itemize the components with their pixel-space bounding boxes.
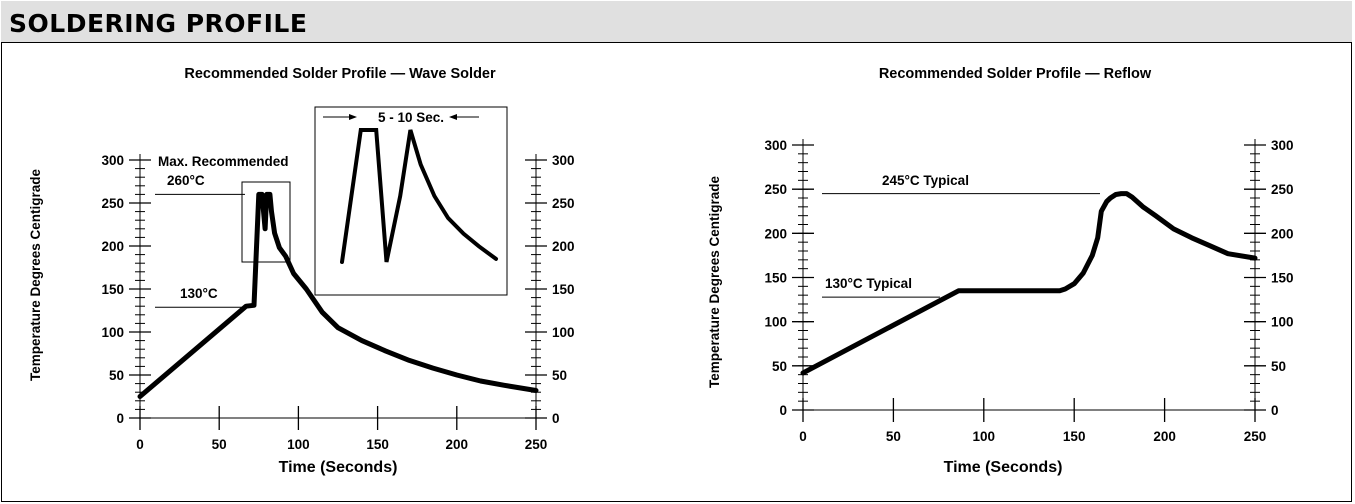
wave-x-tick-label: 50: [212, 437, 227, 452]
page-title: SOLDERING PROFILE: [9, 9, 308, 38]
reflow-130-label: 130°C Typical: [825, 276, 912, 291]
reflow-x-tick-label: 0: [799, 429, 807, 444]
reflow-x-tick-label: 200: [1153, 429, 1176, 444]
reflow-x-axis-label: Time (Seconds): [944, 459, 1063, 476]
wave-y-tick-label-right: 0: [552, 411, 560, 426]
wave-y-tick-label-left: 50: [109, 368, 124, 383]
wave-130-label: 130°C: [180, 286, 218, 301]
reflow-x-tick-label: 100: [973, 429, 996, 444]
reflow-profile-line: [800, 191, 1258, 376]
wave-y-tick-label-right: 250: [552, 196, 575, 211]
reflow-y-tick-label-left: 300: [764, 138, 787, 153]
wave-y-tick-label-left: 250: [101, 196, 124, 211]
reflow-245-label: 245°C Typical: [882, 173, 969, 188]
wave-y-tick-label-right: 150: [552, 282, 575, 297]
wave-x-tick-label: 100: [287, 437, 310, 452]
wave-y-tick-label-right: 300: [552, 153, 575, 168]
reflow-y-tick-label-right: 150: [1271, 271, 1294, 286]
reflow-y-tick-label-left: 250: [764, 182, 787, 197]
reflow-y-tick-label-left: 200: [764, 226, 787, 241]
wave-x-axis-label: Time (Seconds): [279, 459, 398, 476]
wave-x-tick-label: 0: [136, 437, 144, 452]
wave-max-recommended-label: Max. Recommended: [158, 154, 289, 169]
wave-x-tick-label: 200: [446, 437, 469, 452]
reflow-y-tick-label-left: 0: [779, 403, 787, 418]
wave-y-tick-label-left: 100: [101, 325, 124, 340]
wave-profile-line: [137, 191, 539, 399]
reflow-y-tick-label-left: 100: [764, 315, 787, 330]
wave-inset-arrowhead-left: [449, 114, 457, 120]
wave-y-tick-label-right: 100: [552, 325, 575, 340]
wave-y-axis-label: Temperature Degrees Centigrade: [28, 168, 43, 381]
wave-x-tick-label: 250: [525, 437, 548, 452]
reflow-y-tick-label-left: 50: [772, 359, 787, 374]
wave-260-label: 260°C: [167, 173, 205, 188]
wave-y-tick-label-right: 50: [552, 368, 567, 383]
header-bar: SOLDERING PROFILE: [1, 1, 1352, 43]
reflow-x-tick-label: 150: [1063, 429, 1086, 444]
wave-y-tick-label-right: 200: [552, 239, 575, 254]
reflow-y-tick-label-right: 100: [1271, 315, 1294, 330]
wave-peak-zoom-box: [241, 181, 291, 263]
wave-x-tick-label: 150: [366, 437, 389, 452]
wave-y-tick-label-left: 300: [101, 153, 124, 168]
wave-chart-title: Recommended Solder Profile — Wave Solder: [184, 66, 496, 82]
reflow-x-tick-label: 50: [886, 429, 901, 444]
reflow-y-tick-label-right: 300: [1271, 138, 1294, 153]
reflow-y-tick-label-right: 50: [1271, 359, 1286, 374]
wave-inset-arrowhead-right: [349, 114, 357, 120]
reflow-chart-title: Recommended Solder Profile — Reflow: [879, 66, 1152, 82]
wave-y-tick-label-left: 150: [101, 282, 124, 297]
wave-inset-label: 5 - 10 Sec.: [378, 110, 444, 125]
reflow-y-tick-label-left: 150: [764, 271, 787, 286]
reflow-y-tick-label-right: 0: [1271, 403, 1279, 418]
reflow-y-tick-label-right: 250: [1271, 182, 1294, 197]
wave-y-tick-label-left: 200: [101, 239, 124, 254]
wave-y-tick-label-left: 0: [116, 411, 124, 426]
wave-inset-profile-line: [340, 128, 498, 264]
reflow-x-tick-label: 250: [1244, 429, 1267, 444]
wave-inset-box: [314, 106, 508, 296]
reflow-y-tick-label-right: 200: [1271, 226, 1294, 241]
reflow-y-axis-label: Temperature Degrees Centigrade: [707, 175, 722, 388]
